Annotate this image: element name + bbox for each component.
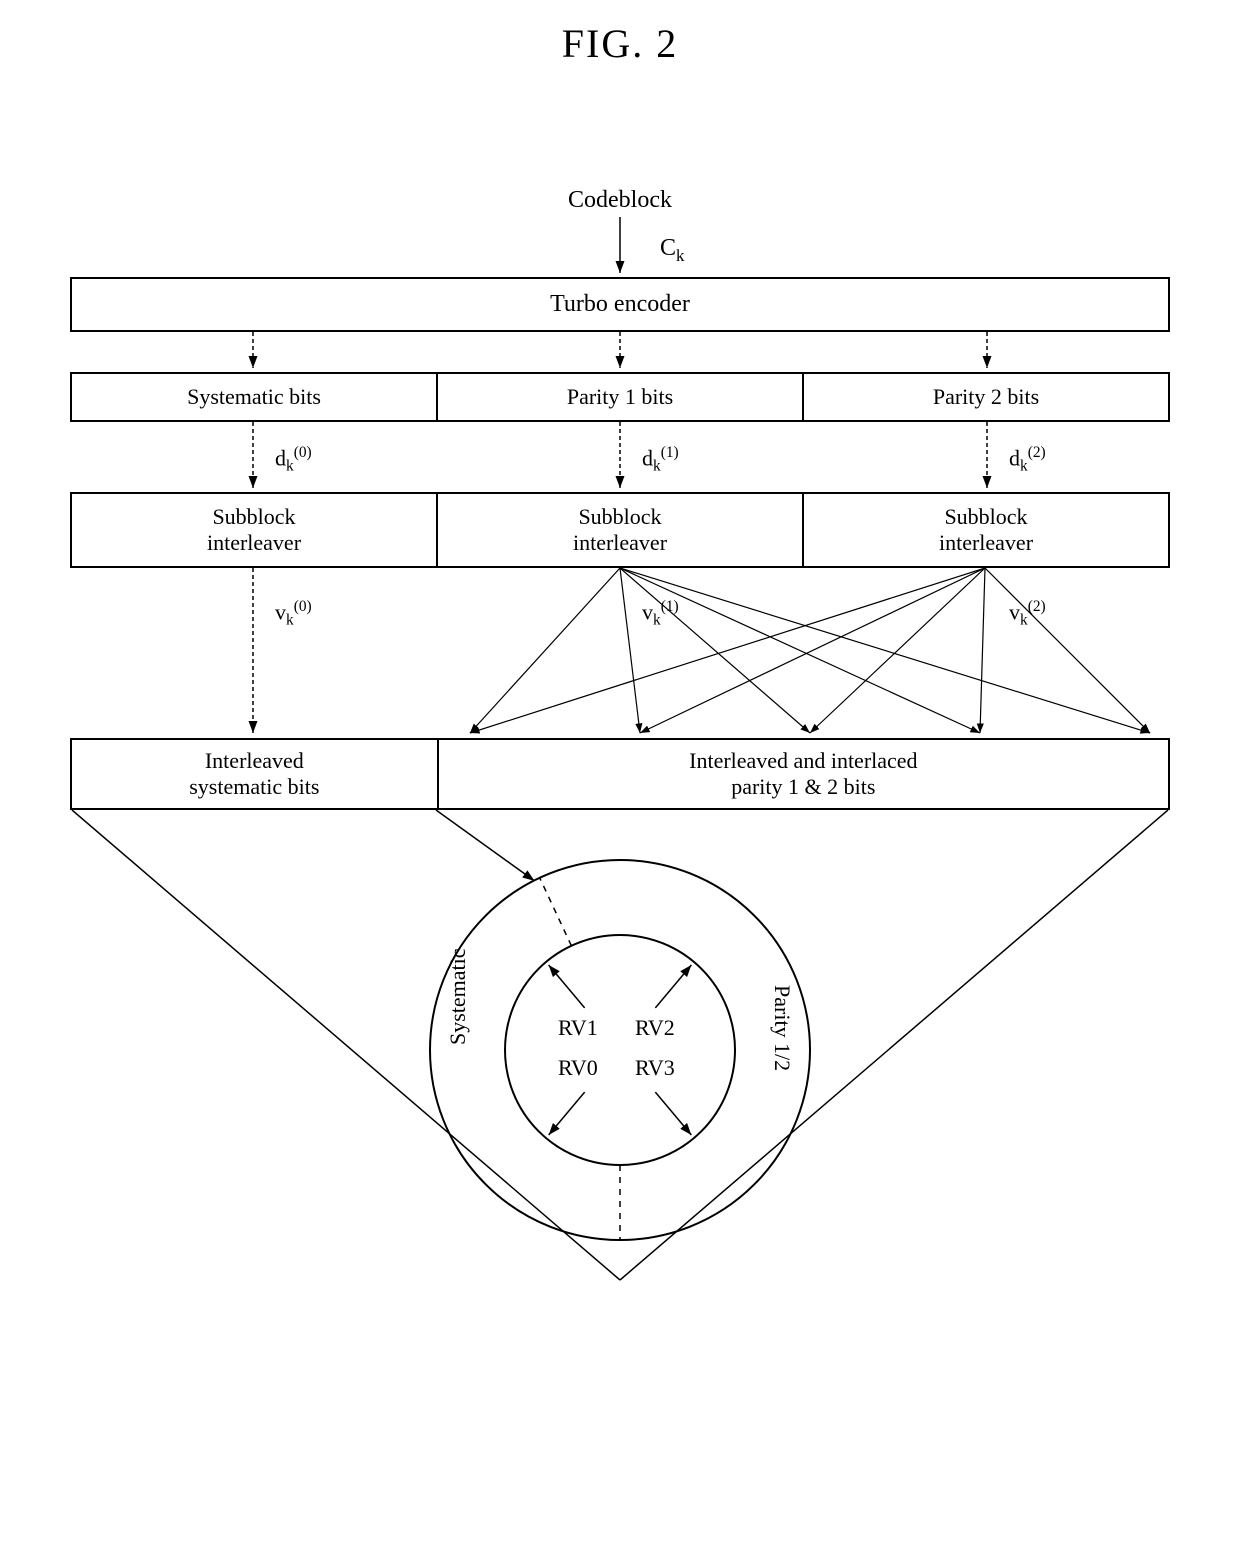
input-area: Codeblock Ck [70, 187, 1170, 277]
v1-label: vk(1) [642, 598, 679, 630]
input-symbol: Ck [660, 235, 684, 266]
interlace-gap: vk(0) vk(1) vk(2) [70, 568, 1170, 738]
ring-label-right: Parity 1/2 [769, 985, 795, 1071]
v0-label: vk(0) [275, 598, 312, 630]
d2-label: dk(2) [1009, 444, 1046, 476]
rv2-label: RV2 [635, 1015, 675, 1041]
arrows-encoder-out [70, 332, 1170, 372]
parity2-bits-cell: Parity 2 bits [804, 372, 1170, 422]
interleaver-cell-0: Subblock interleaver [70, 492, 438, 568]
ring-label-left: Systematic [445, 948, 471, 1045]
interleaver-cell-1: Subblock interleaver [438, 492, 804, 568]
input-label: Codeblock [568, 187, 672, 214]
rv1-label: RV1 [558, 1015, 598, 1041]
buffer-row: Interleaved systematic bits Interleaved … [70, 738, 1170, 810]
interleaver-row: Subblock interleaver Subblock interleave… [70, 492, 1170, 568]
circular-buffer-area: RV1 RV2 RV0 RV3 Systematic Parity 1/2 [70, 810, 1170, 1290]
v2-label: vk(2) [1009, 598, 1046, 630]
figure-root: FIG. 2 Codeblock Ck Turbo encoder System… [70, 20, 1170, 1290]
d1-label: dk(1) [642, 444, 679, 476]
d-label-row: dk(0) dk(1) dk(2) [70, 422, 1170, 492]
interleaver-cell-2: Subblock interleaver [804, 492, 1170, 568]
circular-svg [70, 810, 1170, 1290]
d0-label: dk(0) [275, 444, 312, 476]
rv0-label: RV0 [558, 1055, 598, 1081]
parity1-bits-cell: Parity 1 bits [438, 372, 804, 422]
buffer-left: Interleaved systematic bits [70, 738, 439, 810]
buffer-right: Interleaved and interlaced parity 1 & 2 … [439, 738, 1170, 810]
arrows-d [70, 422, 1170, 492]
systematic-bits-cell: Systematic bits [70, 372, 438, 422]
bits-row: Systematic bits Parity 1 bits Parity 2 b… [70, 372, 1170, 422]
figure-title: FIG. 2 [70, 20, 1170, 67]
arrows-interlace [70, 568, 1170, 738]
gap1 [70, 332, 1170, 372]
turbo-encoder-block: Turbo encoder [70, 277, 1170, 332]
rv3-label: RV3 [635, 1055, 675, 1081]
